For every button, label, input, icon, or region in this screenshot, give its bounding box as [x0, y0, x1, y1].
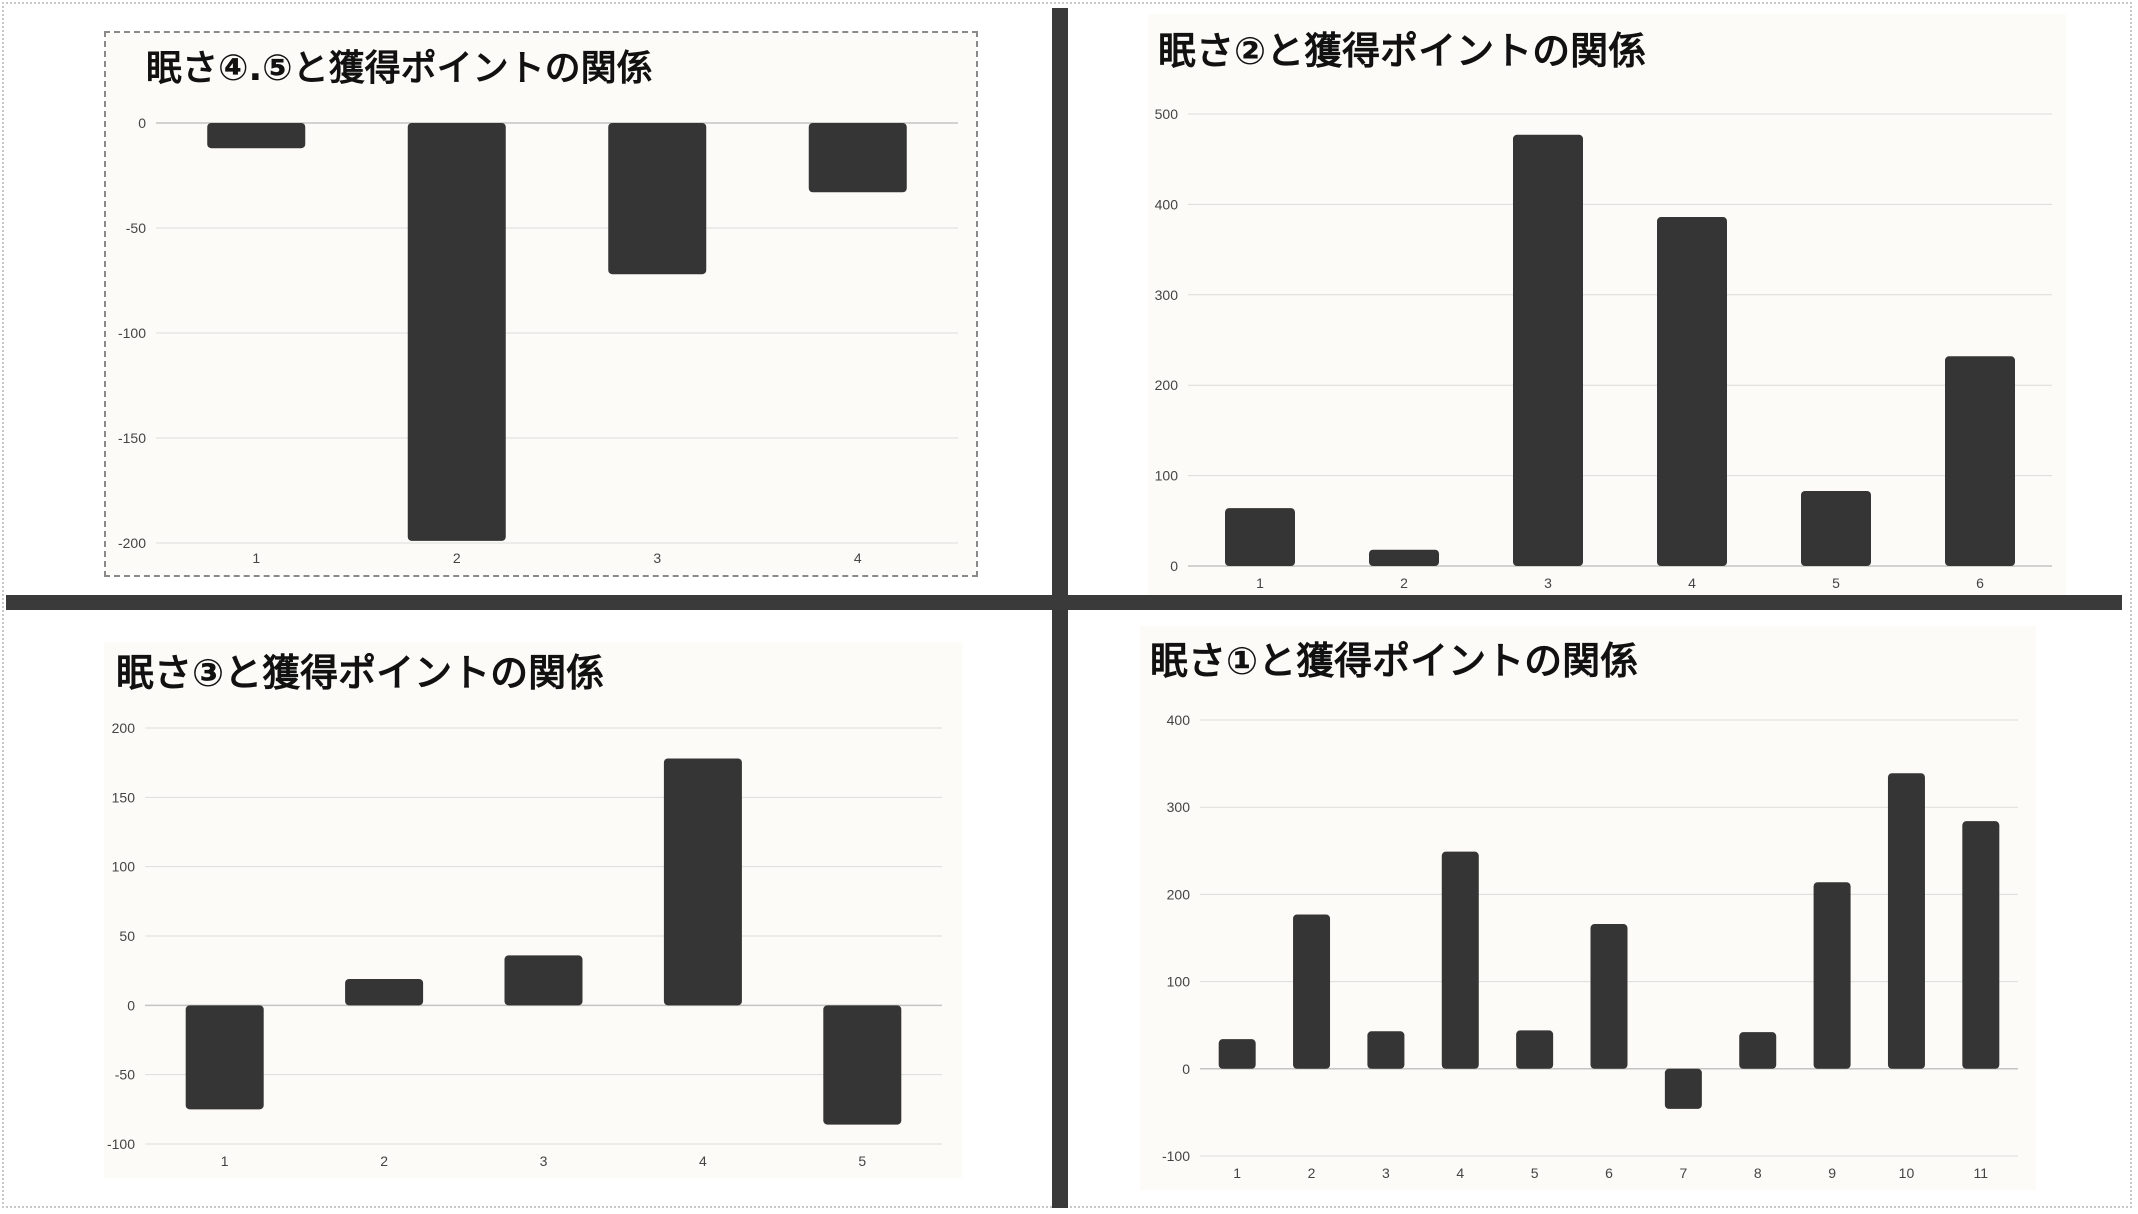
x-tick-label: 5: [1531, 1165, 1539, 1181]
bar: [345, 978, 424, 1006]
bar: [185, 1005, 264, 1110]
x-tick-label: 4: [1456, 1165, 1464, 1181]
y-tick-label: -50: [115, 1067, 135, 1083]
x-tick-label: 5: [1832, 575, 1840, 591]
y-tick-label: -100: [118, 325, 146, 341]
bar: [407, 123, 506, 541]
horizontal-divider: [6, 595, 2122, 610]
x-tick-label: 4: [854, 550, 862, 566]
y-tick-label: 0: [1170, 558, 1178, 574]
bar: [504, 955, 583, 1006]
bar: [823, 1005, 902, 1125]
bar: [1813, 882, 1851, 1069]
x-tick-label: 3: [1544, 575, 1552, 591]
bar: [1664, 1068, 1702, 1109]
chart-title: 眠さ③と獲得ポイントの関係: [116, 651, 605, 695]
x-tick-label: 4: [699, 1153, 707, 1169]
y-tick-label: -100: [1162, 1148, 1190, 1164]
chart-panel-sleepiness-2[interactable]: 眠さ②と獲得ポイントの関係 0 100 200 300 400 500 1 2 3 4 5 6: [1148, 14, 2066, 598]
y-tick-label: 0: [138, 115, 146, 131]
y-tick-label: 0: [127, 997, 135, 1013]
x-tick-label: 9: [1828, 1165, 1836, 1181]
y-tick-label: 200: [112, 720, 136, 736]
y-tick-label: 300: [1155, 287, 1179, 303]
x-tick-label: 3: [1382, 1165, 1390, 1181]
y-tick-label: -100: [107, 1136, 135, 1152]
y-tick-label: 0: [1182, 1061, 1190, 1077]
bar: [207, 123, 306, 149]
chart-title: 眠さ①と獲得ポイントの関係: [1150, 639, 1639, 683]
chart-panel-sleepiness-4-5[interactable]: 眠さ④.⑤と獲得ポイントの関係 0 -50 -100 -150 -200 1 2 3 4: [104, 31, 978, 577]
y-tick-label: 150: [112, 789, 136, 805]
bar: [1590, 924, 1628, 1069]
x-tick-label: 1: [221, 1153, 229, 1169]
x-tick-label: 8: [1754, 1165, 1762, 1181]
x-tick-label: 6: [1976, 575, 1984, 591]
y-tick-label: -200: [118, 535, 146, 551]
chart-svg: 200 150 100 50 0 -50 -100 1 2 3 4 5: [107, 720, 942, 1169]
chart-title: 眠さ②と獲得ポイントの関係: [1158, 29, 1647, 73]
chart-title: 眠さ④.⑤と獲得ポイントの関係: [146, 48, 653, 89]
x-tick-label: 7: [1679, 1165, 1687, 1181]
bar: [1225, 508, 1295, 566]
y-tick-label: 50: [119, 928, 135, 944]
x-tick-label: 3: [540, 1153, 548, 1169]
bar: [1218, 1039, 1256, 1069]
y-tick-label: -50: [126, 220, 146, 236]
bar: [1657, 217, 1727, 566]
y-tick-label: 100: [1155, 468, 1179, 484]
bar: [1513, 134, 1583, 566]
y-tick-label: 400: [1155, 196, 1179, 212]
bar: [1367, 1031, 1405, 1069]
bar: [1739, 1032, 1777, 1069]
y-tick-label: -150: [118, 430, 146, 446]
y-tick-label: 500: [1155, 106, 1179, 122]
chart-svg: 400 300 200 100 0 -100 1 2 3 4 5 6 7 8 9 10 11: [1162, 712, 2018, 1181]
x-tick-label: 2: [380, 1153, 388, 1169]
x-tick-label: 1: [252, 550, 260, 566]
bar: [608, 123, 707, 275]
chart-svg: 0 100 200 300 400 500 1 2 3 4 5 6: [1155, 106, 2052, 591]
x-tick-label: 2: [453, 550, 461, 566]
x-tick-label: 3: [653, 550, 661, 566]
bar: [1516, 1030, 1554, 1069]
y-tick-label: 300: [1167, 799, 1191, 815]
bar: [1369, 549, 1439, 566]
x-tick-label: 5: [858, 1153, 866, 1169]
x-tick-label: 6: [1605, 1165, 1613, 1181]
y-tick-label: 200: [1155, 377, 1179, 393]
y-tick-label: 200: [1167, 886, 1191, 902]
bar: [1801, 490, 1871, 566]
x-tick-label: 10: [1899, 1165, 1915, 1181]
bar: [1441, 851, 1479, 1069]
bar: [1293, 914, 1331, 1069]
bar: [663, 758, 742, 1006]
y-tick-label: 100: [112, 859, 136, 875]
chart-panel-sleepiness-3[interactable]: 眠さ③と獲得ポイントの関係 200 150 100 50 0 -50 -100 1 2 3 4 5: [104, 642, 962, 1178]
bar: [1962, 821, 2000, 1069]
x-tick-label: 2: [1308, 1165, 1316, 1181]
chart-svg: 0 -50 -100 -150 -200 1 2 3 4: [118, 115, 958, 566]
x-tick-label: 2: [1400, 575, 1408, 591]
x-tick-label: 1: [1233, 1165, 1241, 1181]
bar: [1887, 773, 1925, 1069]
y-tick-label: 400: [1167, 712, 1191, 728]
x-tick-label: 1: [1256, 575, 1264, 591]
bar: [808, 123, 907, 193]
bar: [1945, 356, 2015, 566]
chart-panel-sleepiness-1[interactable]: 眠さ①と獲得ポイントの関係 400 300 200 100 0 -100 1 2 3 4 5 6 7 8 9…: [1140, 626, 2036, 1190]
y-tick-label: 100: [1167, 974, 1191, 990]
x-tick-label: 11: [1974, 1165, 1989, 1181]
x-tick-label: 4: [1688, 575, 1696, 591]
panel-background: [1148, 14, 2066, 598]
